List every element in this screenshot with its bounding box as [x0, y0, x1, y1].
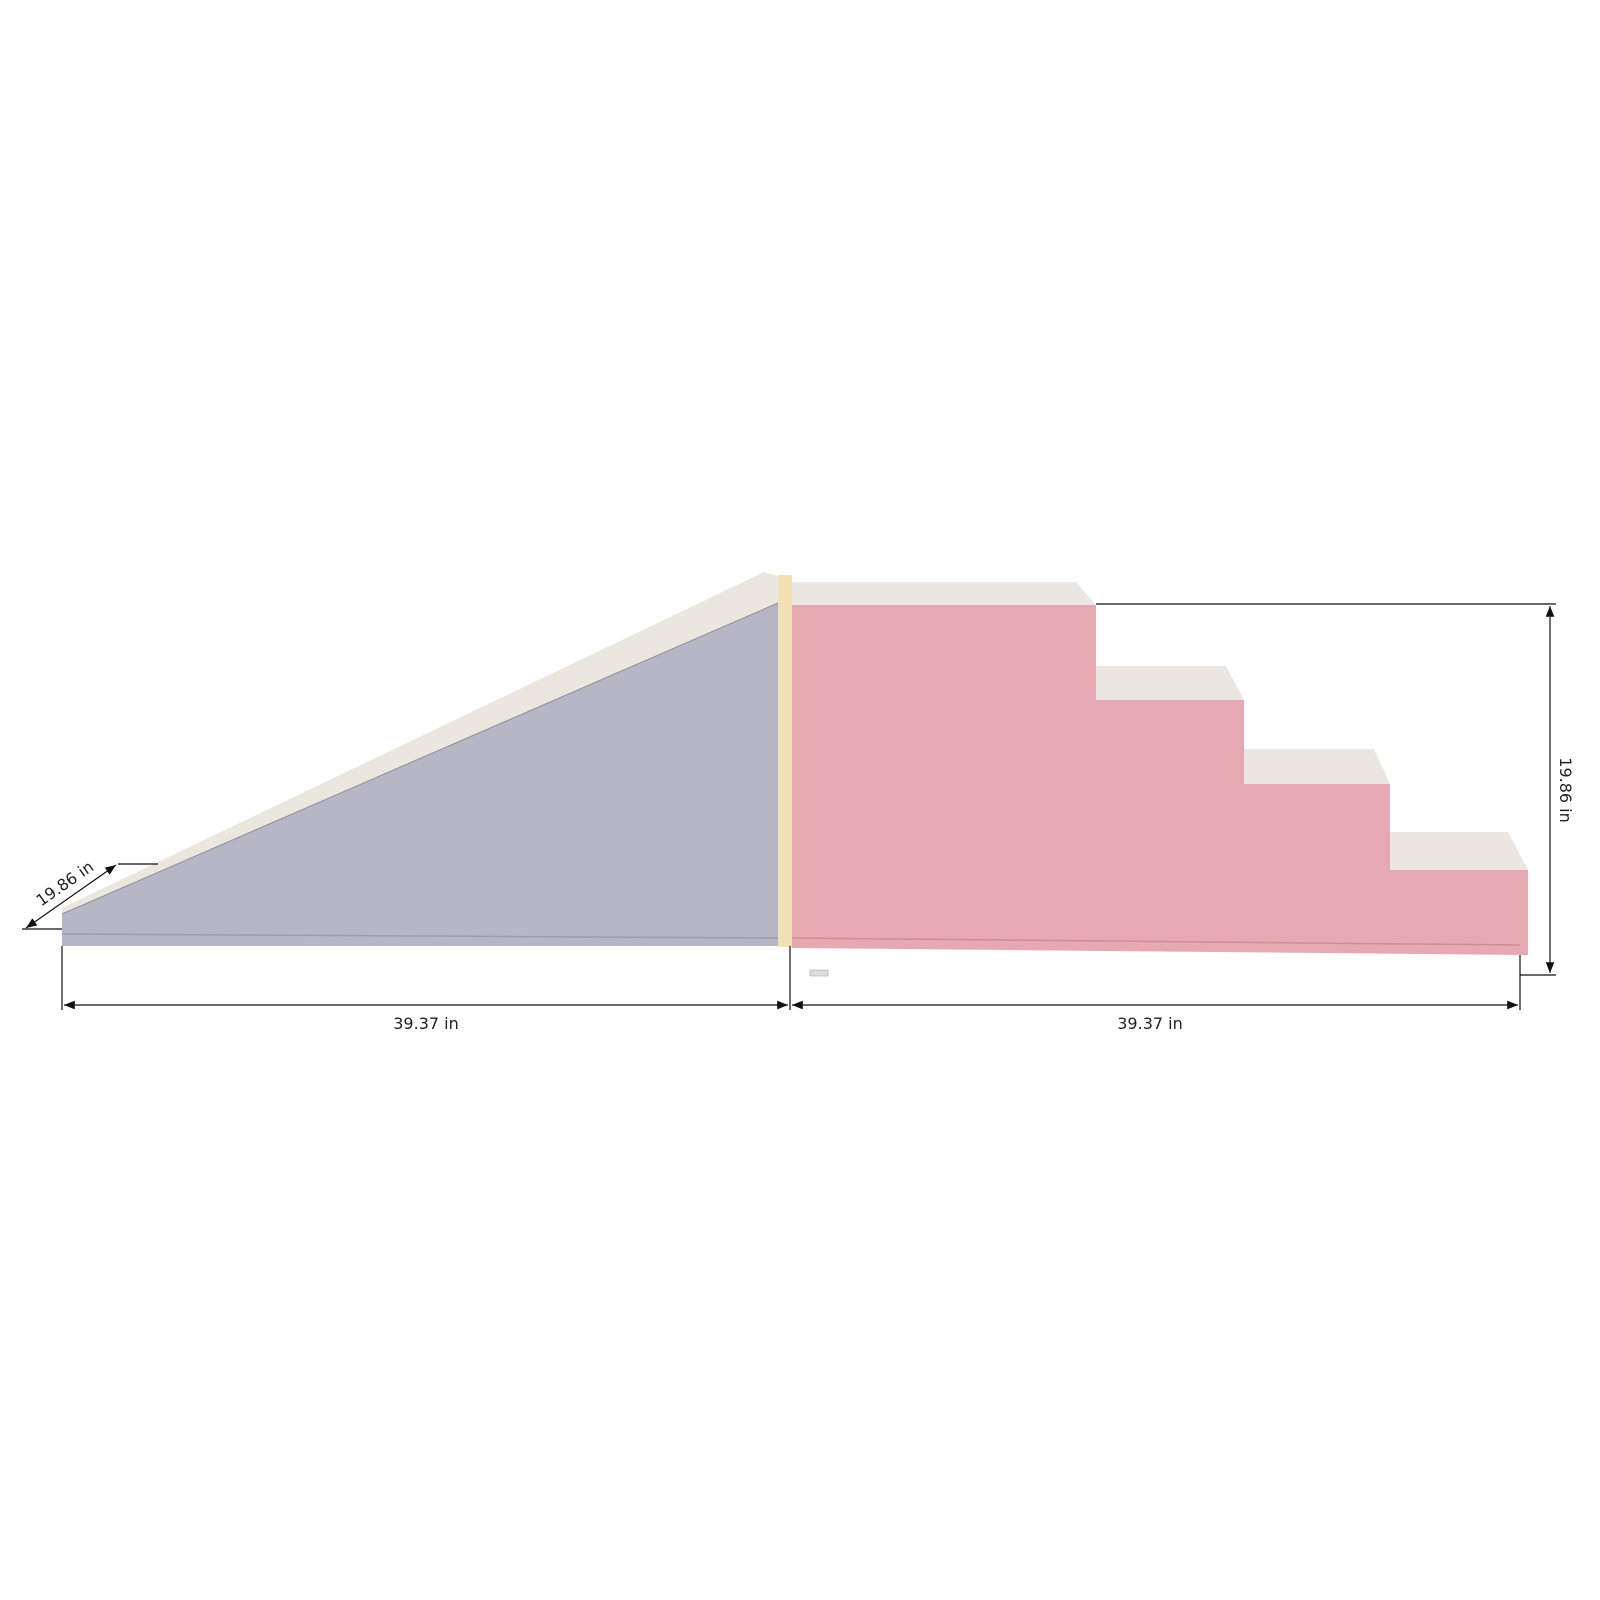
stairs-length-label: 39.37 in	[1117, 1014, 1182, 1033]
height-label: 19.86 in	[1556, 757, 1575, 822]
ramp-block	[61, 572, 784, 946]
stairs-top-surface-4	[1390, 832, 1528, 870]
dimension-lines	[22, 603, 1556, 1010]
ramp-length-label: 39.37 in	[393, 1014, 458, 1033]
stairs-block	[791, 582, 1528, 977]
stairs-top-surface-1	[792, 582, 1096, 605]
ramp-top-surface	[62, 572, 784, 914]
ramp-seam	[61, 933, 779, 939]
ramp-edge	[61, 602, 779, 915]
stairs-seam	[791, 937, 1521, 946]
depth-line	[25, 864, 117, 929]
ramp-side-face	[62, 603, 778, 946]
label-tag	[809, 969, 829, 977]
joint-strip	[778, 575, 792, 947]
stairs-side-face	[792, 605, 1528, 955]
stairs-top-surface-2	[1096, 666, 1244, 700]
stairs-top-surface-3	[1244, 749, 1390, 784]
